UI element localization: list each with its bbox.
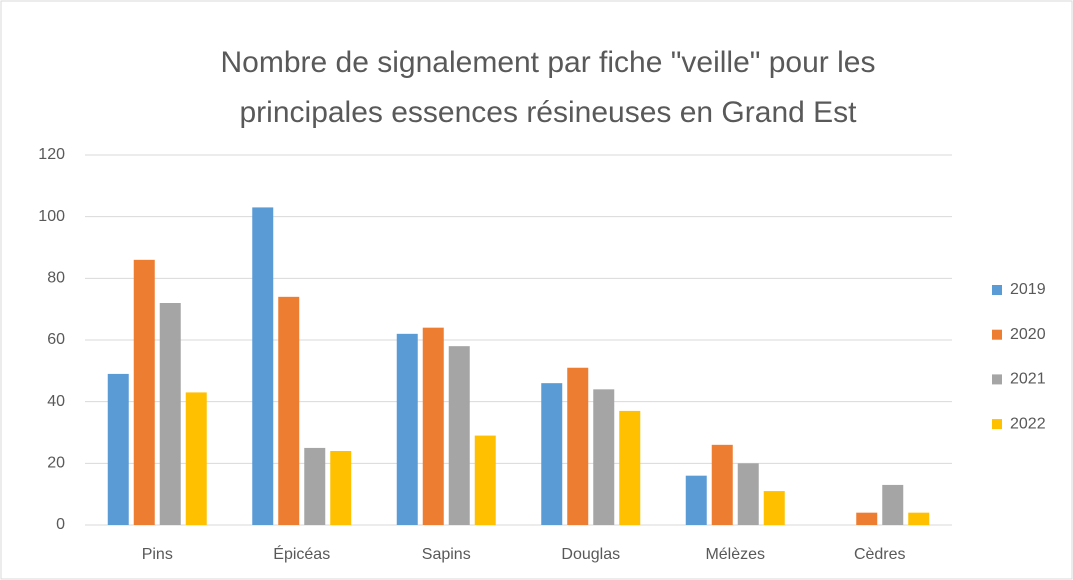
bar bbox=[107, 373, 129, 525]
legend-swatch bbox=[992, 329, 1002, 340]
legend-label: 2022 bbox=[1010, 415, 1046, 432]
y-tick-label: 0 bbox=[56, 516, 65, 533]
bar bbox=[474, 435, 496, 525]
x-tick-label: Épicéas bbox=[273, 544, 330, 563]
bar bbox=[711, 444, 733, 525]
chart-title: Nombre de signalement par fiche "veille"… bbox=[220, 46, 876, 129]
bar bbox=[252, 207, 274, 525]
bar bbox=[856, 512, 878, 525]
bar bbox=[330, 451, 352, 525]
legend-swatch bbox=[992, 374, 1002, 385]
bar bbox=[133, 259, 155, 525]
x-tick-label: Cèdres bbox=[854, 546, 906, 563]
x-tick-label: Douglas bbox=[561, 546, 620, 563]
bar bbox=[396, 333, 418, 525]
bar bbox=[422, 327, 444, 525]
bar bbox=[185, 392, 207, 525]
legend-label: 2020 bbox=[1010, 326, 1046, 343]
bar bbox=[737, 463, 759, 525]
bar bbox=[882, 484, 904, 525]
x-tick-label: Pins bbox=[142, 546, 173, 563]
y-tick-label: 20 bbox=[47, 455, 65, 472]
bar bbox=[593, 389, 615, 525]
bar bbox=[908, 512, 930, 525]
bar bbox=[763, 491, 785, 525]
y-tick-label: 80 bbox=[47, 270, 65, 287]
y-tick-label: 120 bbox=[38, 146, 65, 163]
legend-swatch bbox=[992, 285, 1002, 295]
x-tick-label: Mélèzes bbox=[705, 546, 765, 563]
bar bbox=[685, 475, 707, 525]
x-tick-label: Sapins bbox=[422, 546, 471, 563]
y-tick-label: 100 bbox=[38, 208, 65, 225]
legend-label: 2021 bbox=[1010, 371, 1046, 388]
legend-label: 2019 bbox=[1010, 281, 1046, 298]
bar bbox=[304, 447, 326, 525]
bar bbox=[278, 296, 300, 525]
y-tick-label: 60 bbox=[47, 331, 65, 348]
y-tick-label: 40 bbox=[47, 393, 65, 410]
bar bbox=[619, 410, 641, 525]
bar bbox=[541, 383, 563, 525]
bar bbox=[567, 367, 589, 525]
legend-swatch bbox=[992, 419, 1002, 430]
bar bbox=[159, 303, 181, 525]
bar bbox=[448, 346, 470, 525]
